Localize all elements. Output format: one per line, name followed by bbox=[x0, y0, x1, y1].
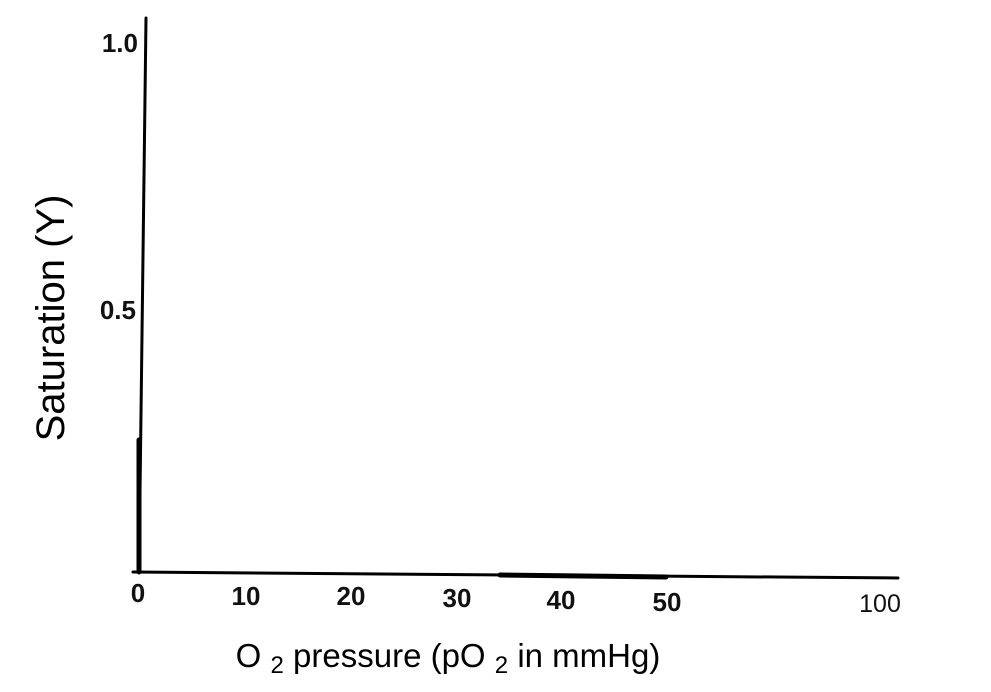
y-axis-label: Saturation (Y) bbox=[29, 195, 73, 442]
x-label-subscript-3: 2 bbox=[495, 652, 508, 679]
x-tick-label-100: 100 bbox=[859, 590, 901, 618]
x-tick-label-10: 10 bbox=[232, 581, 261, 611]
y-tick-label-0: 0.5 bbox=[100, 295, 136, 325]
x-label-part-0: O bbox=[236, 637, 262, 674]
x-label-subscript-1: 2 bbox=[271, 652, 284, 679]
x-tick-label-20: 20 bbox=[337, 581, 366, 611]
x-tick-label-50: 50 bbox=[653, 587, 682, 617]
x-label-part-4: in mmHg) bbox=[517, 637, 660, 674]
x-label-part-2: pressure (pO bbox=[293, 637, 486, 674]
x-axis-label: O 2 pressure (pO 2 in mmHg) bbox=[236, 637, 661, 680]
x-tick-label-0: 0 bbox=[131, 578, 145, 608]
x-tick-label-30: 30 bbox=[443, 583, 472, 613]
x-tick-label-40: 40 bbox=[547, 585, 576, 615]
y-tick-label-1: 1.0 bbox=[102, 28, 138, 58]
x-axis-thick-segment bbox=[497, 572, 669, 580]
